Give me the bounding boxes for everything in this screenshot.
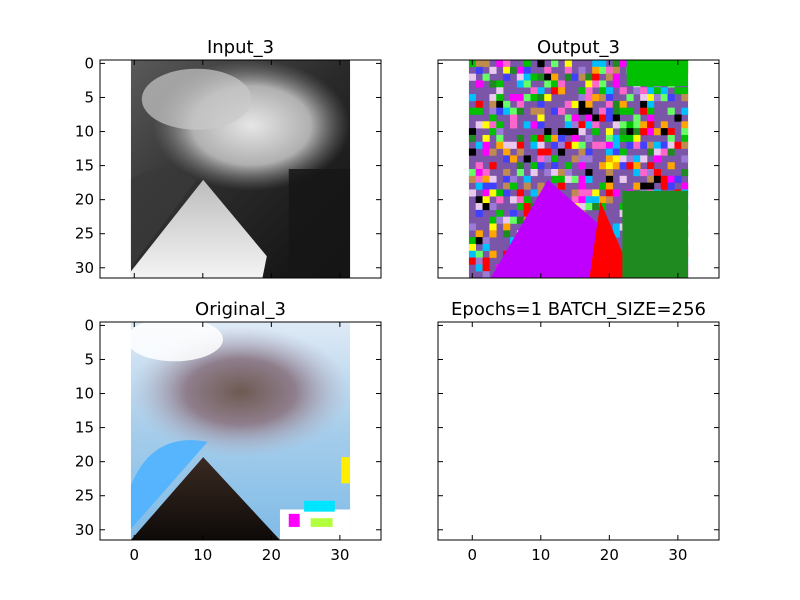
- subplot-2: Output_3: [437, 37, 720, 279]
- y-tick-label: 30: [75, 521, 94, 539]
- y-tick-label: 25: [75, 225, 94, 243]
- y-tick-label: 30: [75, 259, 94, 277]
- image-false-color-segmentation: [468, 60, 689, 278]
- x-tick-label: 20: [262, 546, 281, 564]
- subplot-grid: Input_3 0 5 10 15 20 25 30 Output_3 Original_3 0 5 1…: [75, 37, 720, 564]
- y-tick-label: 0: [84, 316, 94, 334]
- y-tick-label: 15: [75, 419, 94, 437]
- subplot-4: Epochs=1 BATCH_SIZE=256 0 10 20 30: [437, 299, 720, 564]
- x-tick-label: 30: [668, 546, 687, 564]
- image-grayscale-photo: [130, 60, 351, 278]
- y-tick-label: 20: [75, 191, 94, 209]
- y-tick-label: 0: [84, 54, 94, 72]
- x-tick-label: 0: [129, 546, 139, 564]
- subplot-1: Input_3 0 5 10 15 20 25 30: [75, 37, 382, 279]
- subplot-title: Original_3: [195, 299, 286, 320]
- x-tick-label: 0: [467, 546, 477, 564]
- y-tick-label: 10: [75, 123, 94, 141]
- axes-frame: [99, 321, 382, 541]
- x-tick-label: 20: [600, 546, 619, 564]
- subplot-title: Epochs=1 BATCH_SIZE=256: [451, 299, 706, 320]
- y-tick-label: 5: [84, 88, 94, 106]
- x-tick-label: 10: [193, 546, 212, 564]
- subplot-title: Input_3: [207, 37, 274, 58]
- y-tick-label: 25: [75, 487, 94, 505]
- axes-frame: [437, 59, 720, 279]
- axes-frame: [99, 59, 382, 279]
- y-tick-label: 20: [75, 453, 94, 471]
- x-tick-label: 30: [330, 546, 349, 564]
- x-tick-label: 10: [531, 546, 550, 564]
- y-tick-label: 5: [84, 350, 94, 368]
- axes-frame: [437, 321, 720, 541]
- subplot-title: Output_3: [537, 37, 620, 58]
- subplot-3: Original_3 0 5 10 15 20 25 30 0 10 20 30: [75, 299, 382, 564]
- y-tick-label: 15: [75, 157, 94, 175]
- y-tick-label: 10: [75, 385, 94, 403]
- image-color-photo: [130, 322, 351, 540]
